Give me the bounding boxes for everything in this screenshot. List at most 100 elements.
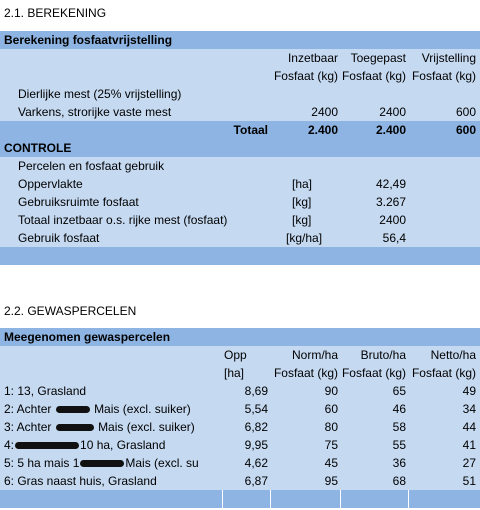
controle-label: Gebruiksruimte fosfaat — [18, 195, 139, 209]
cell-netto: 41 — [462, 438, 476, 452]
cell-opp: 9,95 — [244, 438, 268, 452]
cell-vrijstelling: 600 — [455, 105, 476, 119]
header-opp-unit: [ha] — [224, 366, 245, 380]
cell-norm: 60 — [324, 402, 338, 416]
column-divider — [408, 490, 409, 508]
controle-row: Totaal inzetbaar o.s. rijke mest (fosfaa… — [0, 211, 480, 229]
cell-bruto: 68 — [392, 474, 406, 488]
cell-norm: 80 — [324, 420, 338, 434]
controle-unit: [kg] — [292, 195, 312, 209]
row-label: Varkens, strorijke vaste mest — [18, 105, 172, 119]
controle-value: 56,4 — [382, 231, 406, 245]
table-row: 4: 10 ha, Grasland 9,95 75 55 41 — [0, 436, 480, 454]
row-label: 5: 5 ha mais 1 Mais (excl. su — [4, 456, 199, 470]
column-divider — [222, 490, 223, 508]
table-header-row-2: [ha] Fosfaat (kg) Fosfaat (kg) Fosfaat (… — [0, 364, 480, 382]
cell-netto: 49 — [462, 384, 476, 398]
controle-unit: [ha] — [292, 177, 313, 191]
header-inzetbaar: Inzetbaar — [287, 51, 338, 65]
redaction-mark — [15, 442, 80, 450]
cell-norm: 90 — [324, 384, 338, 398]
controle-title: CONTROLE — [4, 141, 72, 155]
table-header-row-1: Opp Norm/ha Bruto/ha Netto/ha — [0, 346, 480, 364]
header-norm-unit: Fosfaat (kg) — [273, 366, 338, 380]
total-row: Totaal 2.400 2.400 600 — [0, 121, 480, 139]
cell-inzetbaar: 2400 — [311, 105, 338, 119]
header-toegepast-unit: Fosfaat (kg) — [341, 69, 406, 83]
row-label: 2: Achter Mais (excl. suiker) — [4, 402, 191, 416]
header-norm: Norm/ha — [291, 348, 338, 362]
total-toegepast: 2.400 — [375, 123, 406, 137]
controle-title-row: CONTROLE — [0, 139, 480, 157]
cell-bruto: 55 — [392, 438, 406, 452]
table-row: Varkens, strorijke vaste mest 2400 2400 … — [0, 103, 480, 121]
header-bruto-unit: Fosfaat (kg) — [341, 366, 406, 380]
controle-value: 3.267 — [375, 195, 406, 209]
controle-label: Oppervlakte — [18, 177, 83, 191]
group-row: Dierlijke mest (25% vrijstelling) — [0, 85, 480, 103]
total-label: Totaal — [233, 123, 268, 137]
cell-opp: 5,54 — [244, 402, 268, 416]
row-label: 1: 13, Grasland — [4, 384, 87, 398]
table-row: 2: Achter Mais (excl. suiker) 5,54 60 46… — [0, 400, 480, 418]
header-opp: Opp — [224, 348, 247, 362]
cell-opp: 6,82 — [244, 420, 268, 434]
cell-norm: 75 — [324, 438, 338, 452]
redaction-mark — [55, 424, 94, 432]
row-label: 6: Gras naast huis, Grasland — [4, 474, 157, 488]
header-bruto: Bruto/ha — [360, 348, 406, 362]
cell-netto: 51 — [462, 474, 476, 488]
table-row: 5: 5 ha mais 1 Mais (excl. su 4,62 45 36 … — [0, 454, 480, 472]
header-vrijstelling-unit: Fosfaat (kg) — [411, 69, 476, 83]
table-header-row-2: Fosfaat (kg) Fosfaat (kg) Fosfaat (kg) — [0, 67, 480, 85]
controle-label: Totaal inzetbaar o.s. rijke mest (fosfaa… — [18, 213, 228, 227]
cell-opp: 4,62 — [244, 456, 268, 470]
table-row: 6: Gras naast huis, Grasland 6,87 95 68 … — [0, 472, 480, 490]
section-heading-gewaspercelen: 2.2. GEWASPERCELEN — [0, 302, 480, 320]
row-label: 3: Achter Mais (excl. suiker) — [4, 420, 195, 434]
table-row: 3: Achter Mais (excl. suiker) 6,82 80 58… — [0, 418, 480, 436]
column-divider — [270, 490, 271, 508]
header-vrijstelling: Vrijstelling — [421, 51, 476, 65]
section-heading-text: 2.1. BEREKENING — [4, 6, 107, 20]
section-heading-text: 2.2. GEWASPERCELEN — [4, 304, 137, 318]
controle-value: 2400 — [379, 213, 406, 227]
header-netto: Netto/ha — [430, 348, 476, 362]
cell-bruto: 58 — [392, 420, 406, 434]
table-header-row-1: Inzetbaar Toegepast Vrijstelling — [0, 49, 480, 67]
redaction-mark — [55, 406, 90, 414]
cell-netto: 44 — [462, 420, 476, 434]
controle-row: Gebruik fosfaat [kg/ha] 56,4 — [0, 229, 480, 247]
controle-unit: [kg] — [292, 213, 312, 227]
column-divider — [340, 490, 341, 508]
cell-bruto: 65 — [392, 384, 406, 398]
controle-label: Gebruik fosfaat — [18, 231, 100, 245]
controle-footer-row — [0, 247, 480, 265]
cell-bruto: 46 — [392, 402, 406, 416]
table-title: Meegenomen gewaspercelen — [4, 330, 171, 344]
total-vrijstelling: 600 — [455, 123, 476, 137]
row-label: 4: 10 ha, Grasland — [4, 438, 166, 452]
cell-netto: 34 — [462, 402, 476, 416]
header-netto-unit: Fosfaat (kg) — [411, 366, 476, 380]
cell-norm: 95 — [324, 474, 338, 488]
cell-opp: 6,87 — [244, 474, 268, 488]
total-inzetbaar: 2.400 — [307, 123, 338, 137]
section-heading-berekening: 2.1. BEREKENING — [0, 4, 480, 22]
controle-value: 42,49 — [375, 177, 406, 191]
header-inzetbaar-unit: Fosfaat (kg) — [273, 69, 338, 83]
cell-toegepast: 2400 — [379, 105, 406, 119]
cell-bruto: 36 — [392, 456, 406, 470]
controle-subtitle: Percelen en fosfaat gebruik — [18, 159, 165, 173]
controle-unit: [kg/ha] — [286, 231, 323, 245]
cell-opp: 8,69 — [244, 384, 268, 398]
controle-row: Oppervlakte [ha] 42,49 — [0, 175, 480, 193]
group-label: Dierlijke mest (25% vrijstelling) — [18, 87, 182, 101]
table-row: 1: 13, Grasland 8,69 90 65 49 — [0, 382, 480, 400]
controle-subtitle-row: Percelen en fosfaat gebruik — [0, 157, 480, 175]
table-footer-row — [0, 490, 480, 508]
table-title-row: Meegenomen gewaspercelen — [0, 328, 480, 346]
table-title: Berekening fosfaatvrijstelling — [4, 33, 173, 47]
header-toegepast: Toegepast — [350, 51, 406, 65]
